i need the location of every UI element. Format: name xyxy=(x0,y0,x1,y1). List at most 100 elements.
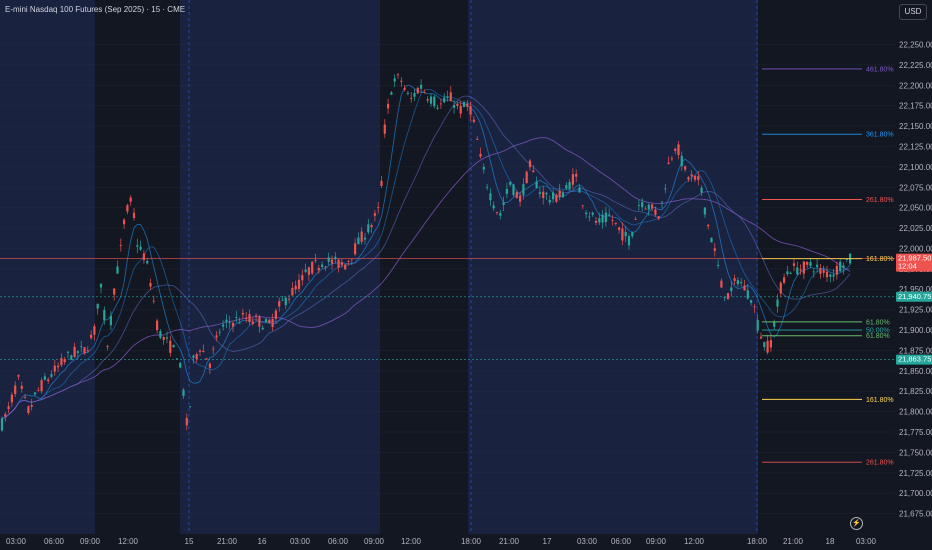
candle-body xyxy=(235,317,238,318)
candle-body xyxy=(10,394,13,403)
candle-body xyxy=(27,406,30,413)
candle-body xyxy=(169,340,172,353)
candle-body xyxy=(53,365,56,372)
candle-body xyxy=(314,260,317,262)
candle-body xyxy=(390,92,393,95)
candle-body xyxy=(327,257,330,262)
candle-body xyxy=(453,105,456,108)
candle-body xyxy=(535,181,538,189)
candle-body xyxy=(614,222,617,224)
candle-body xyxy=(93,326,96,335)
candle-body xyxy=(700,187,703,193)
time-tick-label: 18 xyxy=(826,537,835,546)
candle-body xyxy=(370,225,373,228)
fib-level-label: 161.80% xyxy=(866,256,894,263)
candle-body xyxy=(360,231,363,242)
candle-body xyxy=(99,283,103,288)
price-level-label: 21,863.75 xyxy=(898,355,931,364)
candle-body xyxy=(660,201,664,203)
candle-body xyxy=(611,220,614,221)
candle-body xyxy=(756,320,759,331)
candle-body xyxy=(717,264,720,266)
candle-body xyxy=(812,271,815,273)
currency-button[interactable]: USD xyxy=(899,4,927,20)
candle-body xyxy=(291,287,294,296)
candle-body xyxy=(321,264,324,267)
candle-body xyxy=(347,260,350,262)
candle-body xyxy=(429,96,433,104)
time-tick-label: 09:00 xyxy=(80,537,101,546)
candle-body xyxy=(208,363,211,368)
price-tick-label: 22,250.00 xyxy=(899,40,932,49)
candle-body xyxy=(251,321,254,324)
candle-body xyxy=(743,285,746,291)
candle-body xyxy=(284,297,287,306)
price-axis xyxy=(895,0,932,550)
candle-body xyxy=(469,106,472,115)
candle-body xyxy=(222,324,225,327)
candle-body xyxy=(839,261,842,272)
candle-body xyxy=(142,253,145,261)
candle-body xyxy=(83,347,86,354)
candle-body xyxy=(565,185,568,189)
candle-body xyxy=(502,202,505,205)
candle-body xyxy=(261,327,264,330)
candle-body xyxy=(522,184,525,195)
candle-body xyxy=(80,346,83,348)
candle-body xyxy=(231,322,235,327)
price-level-tag xyxy=(896,354,932,365)
candle-body xyxy=(664,188,667,190)
candle-body xyxy=(505,188,508,194)
candle-body xyxy=(769,340,772,348)
candle-body xyxy=(344,264,347,270)
fib-level-label: 261.80% xyxy=(866,460,894,467)
time-tick-label: 18:00 xyxy=(461,537,482,546)
candle-body xyxy=(594,220,598,223)
price-level-tag xyxy=(896,291,932,302)
price-tick-label: 22,225.00 xyxy=(899,61,932,70)
candle-body xyxy=(746,290,749,299)
session-shade xyxy=(468,0,758,534)
candle-body xyxy=(245,317,248,319)
candle-body xyxy=(835,265,838,275)
candle-body xyxy=(423,92,426,93)
price-level-label: 21,987.50 xyxy=(898,254,931,263)
candle-body xyxy=(548,200,551,203)
candle-body xyxy=(588,216,591,218)
lightning-icon[interactable]: ⚡ xyxy=(850,517,863,530)
candle-body xyxy=(60,358,63,366)
candle-body xyxy=(832,274,835,277)
candle-body xyxy=(809,262,812,266)
price-tick-label: 22,100.00 xyxy=(899,163,932,172)
candle-body xyxy=(710,237,713,243)
time-tick-label: 03:00 xyxy=(577,537,598,546)
candle-body xyxy=(172,344,175,348)
candle-body xyxy=(175,358,178,360)
candle-body xyxy=(116,266,119,274)
symbol-title[interactable]: E-mini Nasdaq 100 Futures (Sep 2025) · 1… xyxy=(5,5,186,14)
candle-body xyxy=(192,355,195,358)
candle-body xyxy=(340,262,343,266)
time-tick-label: 03:00 xyxy=(6,537,27,546)
candle-body xyxy=(288,298,291,300)
candle-body xyxy=(109,315,112,326)
candle-body xyxy=(618,227,621,230)
candle-body xyxy=(297,279,301,289)
session-shade xyxy=(0,0,95,534)
candle-body xyxy=(33,392,37,395)
candle-body xyxy=(132,212,136,218)
candle-body xyxy=(387,103,390,109)
candle-body xyxy=(76,351,79,353)
candle-body xyxy=(24,396,27,398)
candle-body xyxy=(552,192,555,200)
candle-body xyxy=(561,192,565,198)
price-tick-label: 21,750.00 xyxy=(899,448,932,457)
candle-body xyxy=(90,334,93,339)
candle-body xyxy=(337,259,340,268)
candle-body xyxy=(73,346,76,357)
candle-body xyxy=(20,385,23,389)
price-tick-label: 21,725.00 xyxy=(899,469,932,478)
candle-body xyxy=(156,320,159,331)
